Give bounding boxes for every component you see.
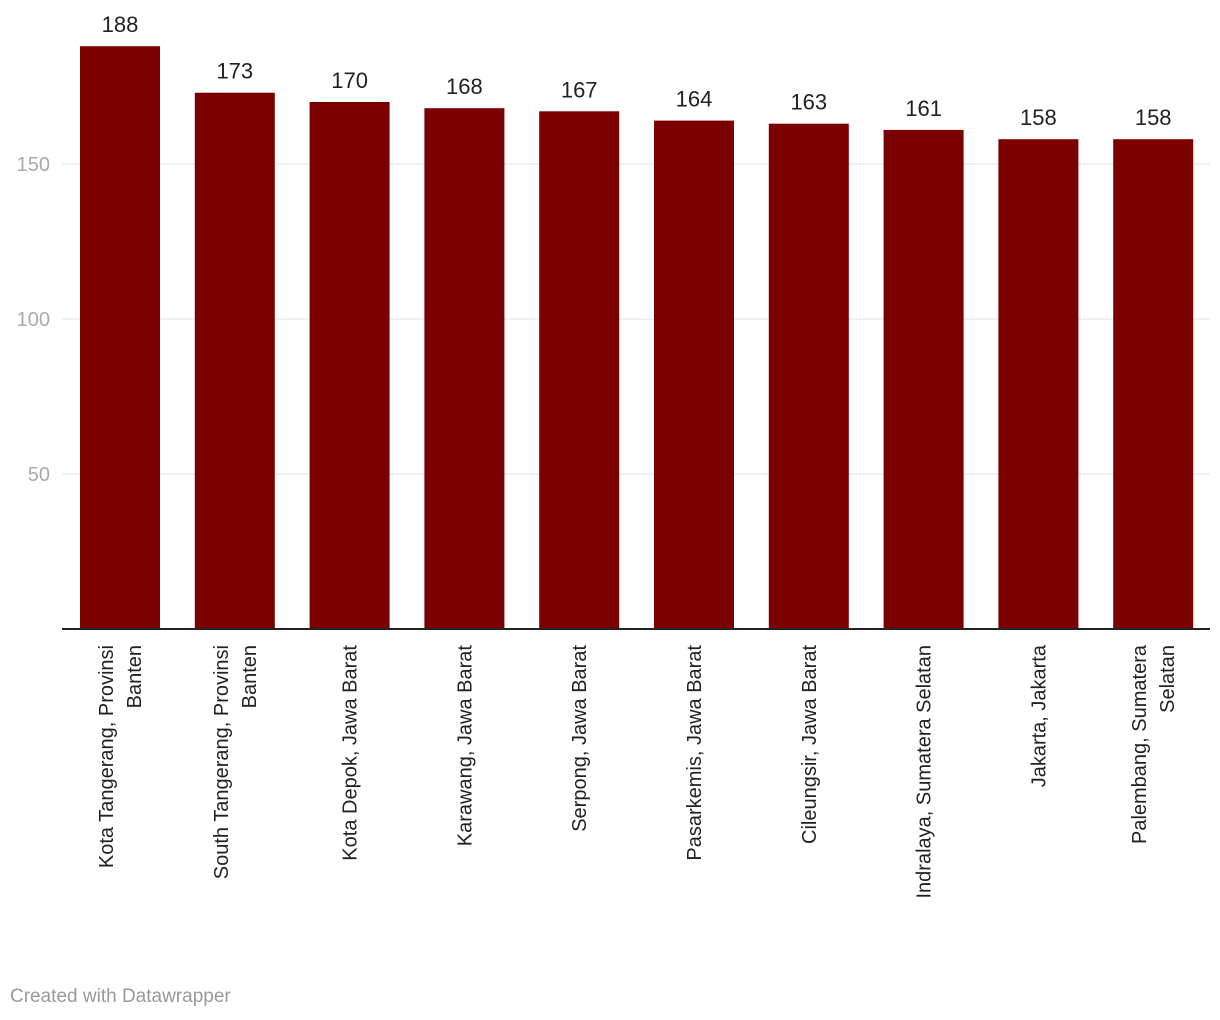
- x-tick-label: Banten: [124, 645, 146, 708]
- x-tick-label: Kota Depok, Jawa Barat: [340, 645, 362, 861]
- x-tick-label: Jakarta, Jakarta: [1028, 644, 1050, 787]
- bar: [309, 102, 390, 629]
- bar: [654, 120, 734, 629]
- x-tick-label: Banten: [239, 645, 261, 708]
- x-tick-label: Cileungsir, Jawa Barat: [799, 645, 821, 844]
- data-label: 161: [905, 96, 942, 121]
- y-tick-label: 50: [28, 464, 50, 486]
- x-tick-label: Palembang, Sumatera: [1129, 644, 1151, 844]
- bar: [194, 92, 275, 629]
- data-label: 164: [676, 87, 713, 112]
- x-tick-label: Karawang, Jawa Barat: [454, 645, 476, 847]
- data-label: 168: [446, 74, 483, 99]
- y-tick-label: 100: [17, 309, 50, 331]
- data-label: 173: [216, 59, 253, 84]
- credit-text: Created with Datawrapper: [10, 986, 231, 1007]
- bar: [80, 46, 160, 629]
- x-tick-label: Kota Tangerang, Provinsi: [96, 645, 118, 868]
- data-label: 158: [1020, 105, 1057, 130]
- x-tick-label: South Tangerang, Provinsi: [211, 645, 233, 879]
- bar: [883, 129, 964, 629]
- x-tick-label: Indralaya, Sumatera Selatan: [914, 645, 936, 899]
- x-tick-label: Selatan: [1157, 645, 1179, 713]
- bar: [1113, 139, 1194, 629]
- data-label: 167: [561, 77, 598, 102]
- data-label: 188: [102, 12, 139, 37]
- data-label: 170: [331, 68, 368, 93]
- x-tick-label: Pasarkemis, Jawa Barat: [684, 645, 706, 861]
- bar: [768, 123, 849, 629]
- bar: [539, 111, 620, 630]
- x-tick-label: Serpong, Jawa Barat: [569, 645, 591, 832]
- y-tick-label: 150: [17, 154, 50, 176]
- bar-chart: 50 100 150 188 Kota Tangerang, Provinsi Bante…: [17, 12, 1210, 899]
- data-label: 158: [1135, 105, 1172, 130]
- data-label: 163: [790, 90, 827, 115]
- bar: [998, 139, 1079, 629]
- bar: [424, 108, 505, 629]
